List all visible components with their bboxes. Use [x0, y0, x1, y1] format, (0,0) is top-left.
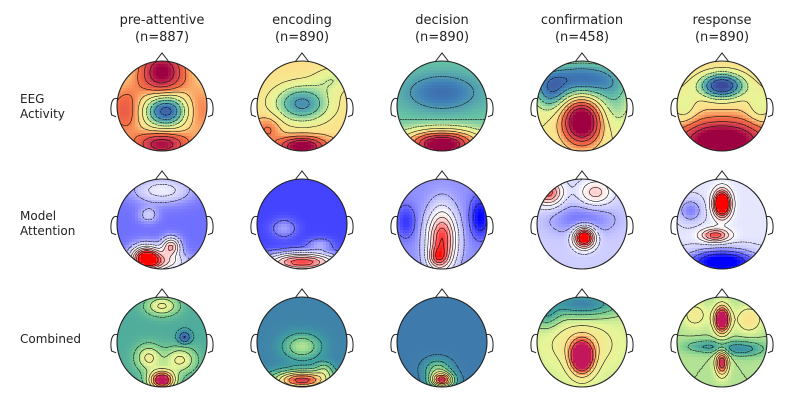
nose-outline — [434, 52, 450, 63]
head-outline — [676, 178, 768, 270]
nose-outline — [714, 170, 730, 181]
right-ear-outline — [206, 333, 214, 354]
right-ear-outline — [766, 97, 774, 118]
nose-outline — [574, 288, 590, 299]
left-ear-outline — [530, 215, 538, 236]
right-ear-outline — [346, 97, 354, 118]
head-outline — [676, 60, 768, 152]
left-ear-outline — [250, 333, 258, 354]
head-outline — [116, 60, 208, 152]
nose-outline — [574, 170, 590, 181]
topomap-head — [530, 170, 634, 270]
right-ear-outline — [486, 333, 494, 354]
topomap-contours — [257, 67, 347, 151]
topomap-head — [110, 52, 214, 152]
head-outline — [256, 296, 348, 388]
nose-outline — [714, 52, 730, 63]
head-outline — [116, 178, 208, 270]
topomap-head — [110, 170, 214, 270]
left-ear-outline — [250, 215, 258, 236]
left-ear-outline — [670, 215, 678, 236]
left-ear-outline — [530, 97, 538, 118]
left-ear-outline — [670, 97, 678, 118]
row-label-eeg-activity: EEG Activity — [20, 92, 65, 121]
left-ear-outline — [390, 97, 398, 118]
nose-outline — [154, 170, 170, 181]
nose-outline — [574, 52, 590, 63]
topomap-head — [390, 288, 494, 388]
left-ear-outline — [530, 333, 538, 354]
topomap-head — [670, 52, 774, 152]
topomap-field — [257, 179, 347, 269]
left-ear-outline — [110, 215, 118, 236]
topomap-head — [250, 52, 354, 152]
nose-outline — [434, 288, 450, 299]
row-label-model-attention: Model Attention — [20, 209, 76, 238]
right-ear-outline — [346, 215, 354, 236]
column-header-decision: decision (n=890) — [414, 13, 470, 45]
head-outline — [396, 178, 488, 270]
head-outline — [536, 60, 628, 152]
topomap-head — [390, 52, 494, 152]
right-ear-outline — [626, 215, 634, 236]
column-header-response: response (n=890) — [692, 13, 752, 45]
topomap-contours — [417, 354, 464, 387]
left-ear-outline — [390, 215, 398, 236]
left-ear-outline — [390, 333, 398, 354]
right-ear-outline — [346, 333, 354, 354]
right-ear-outline — [626, 97, 634, 118]
nose-outline — [294, 52, 310, 63]
right-ear-outline — [626, 333, 634, 354]
nose-outline — [294, 170, 310, 181]
right-ear-outline — [766, 333, 774, 354]
right-ear-outline — [486, 97, 494, 118]
topomap-field — [397, 61, 487, 151]
topomap-head — [110, 288, 214, 388]
nose-outline — [714, 288, 730, 299]
topomap-head — [530, 288, 634, 388]
topomap-head — [250, 170, 354, 270]
topomap-head — [530, 52, 634, 152]
head-outline — [116, 296, 208, 388]
topomap-contours — [397, 192, 487, 269]
left-ear-outline — [670, 333, 678, 354]
nose-outline — [294, 288, 310, 299]
column-header-confirmation: confirmation (n=458) — [540, 13, 624, 45]
right-ear-outline — [206, 215, 214, 236]
head-outline — [396, 60, 488, 152]
topomap-contours — [123, 179, 191, 269]
nose-outline — [434, 170, 450, 181]
topomap-contours — [133, 297, 200, 387]
topomap-head — [670, 288, 774, 388]
nose-outline — [154, 52, 170, 63]
left-ear-outline — [110, 97, 118, 118]
head-outline — [676, 296, 768, 388]
column-header-encoding: encoding (n=890) — [272, 13, 332, 45]
nose-outline — [154, 288, 170, 299]
head-outline — [256, 178, 348, 270]
row-label-combined: Combined — [20, 332, 81, 346]
topomap-head — [670, 170, 774, 270]
head-outline — [256, 60, 348, 152]
column-header-pre-attentive: pre-attentive (n=887) — [119, 13, 205, 45]
right-ear-outline — [486, 215, 494, 236]
right-ear-outline — [766, 215, 774, 236]
topomap-head — [250, 288, 354, 388]
left-ear-outline — [110, 333, 118, 354]
topomap-field — [117, 179, 207, 269]
head-outline — [536, 178, 628, 270]
right-ear-outline — [206, 97, 214, 118]
head-outline — [536, 296, 628, 388]
head-outline — [396, 296, 488, 388]
topomap-head — [390, 170, 494, 270]
left-ear-outline — [250, 97, 258, 118]
